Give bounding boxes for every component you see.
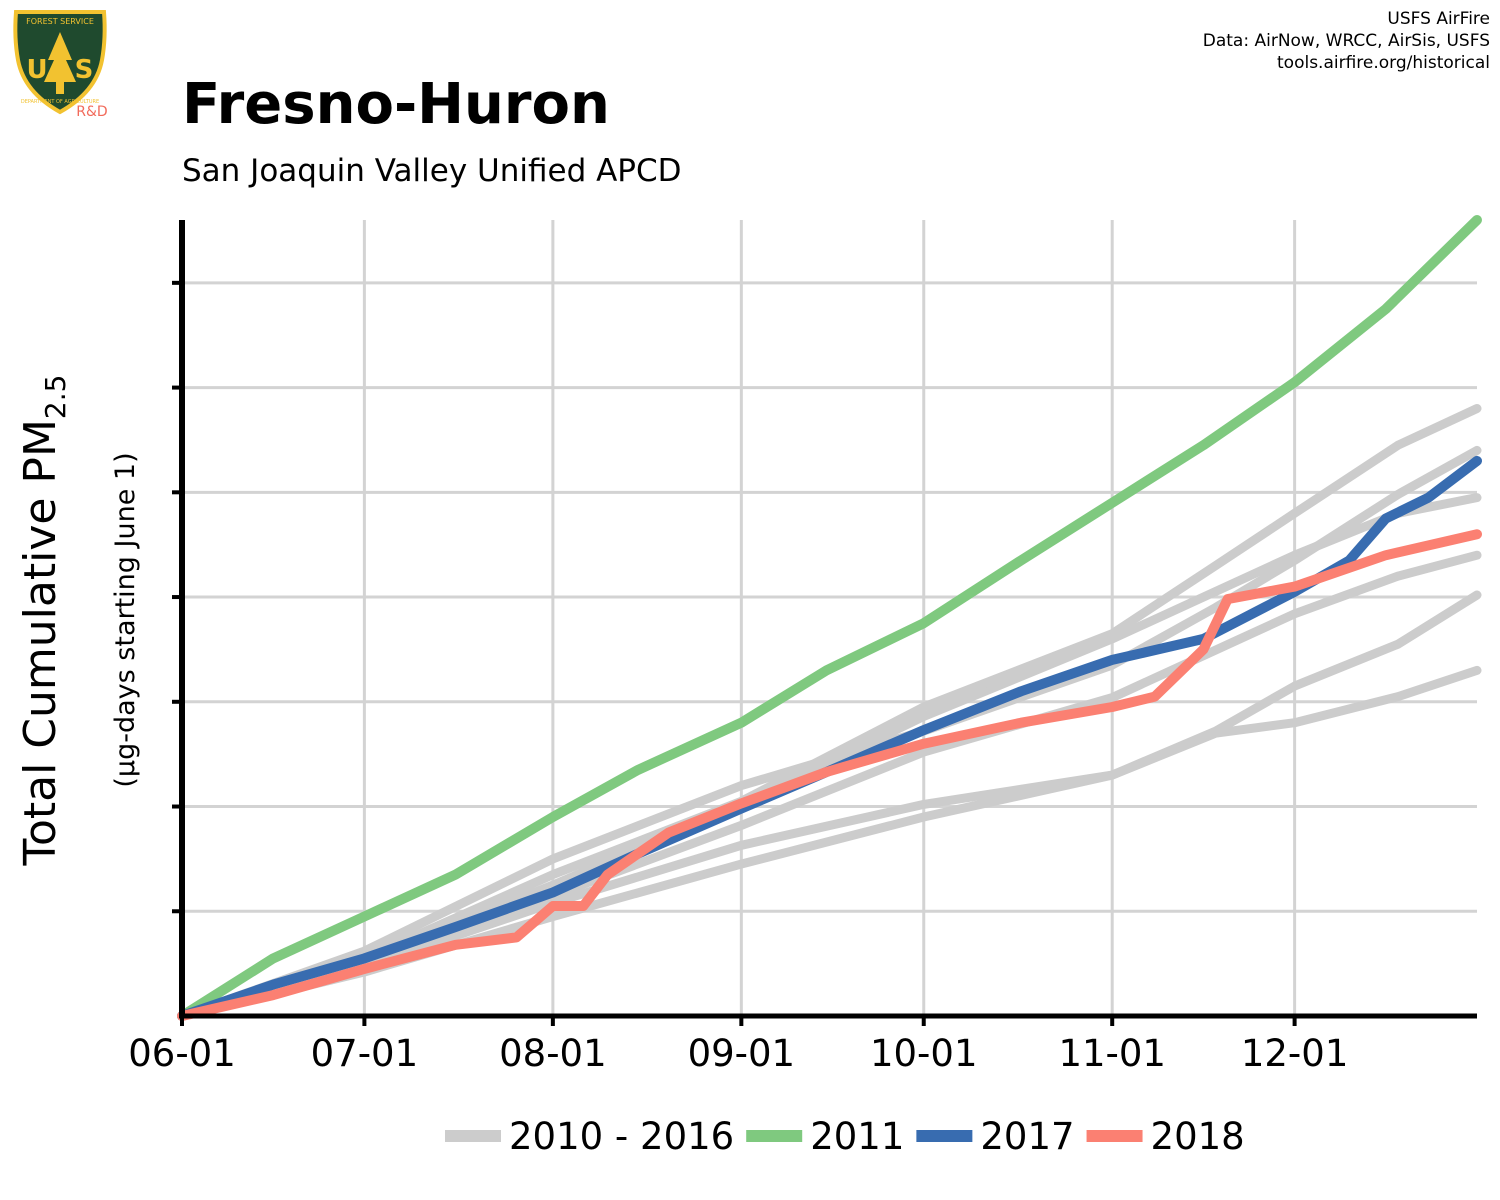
series-line-2017 — [177, 455, 1482, 1021]
x-tick-label: 08-01 — [499, 1032, 607, 1075]
series-line-history — [177, 404, 1482, 1021]
logo-initials-right: S — [75, 55, 94, 85]
x-tick-label: 10-01 — [870, 1032, 978, 1075]
series-lines — [177, 215, 1482, 1021]
axes — [172, 220, 1477, 1026]
logo-bottom-text: DEPARTMENT OF AGRICULTURE — [21, 99, 99, 105]
chart-subtitle: San Joaquin Valley Unified APCD — [182, 153, 682, 189]
x-tick-label: 09-01 — [688, 1032, 796, 1075]
credit-line: tools.airfire.org/historical — [1277, 53, 1490, 73]
logo-top-text: FOREST SERVICE — [26, 17, 94, 26]
y-axis-title-subscript: 2.5 — [39, 375, 72, 420]
credits: USFS AirFire Data: AirNow, WRCC, AirSis,… — [1203, 8, 1490, 74]
series-line-history — [177, 445, 1482, 1021]
x-tick-label: 11-01 — [1058, 1032, 1166, 1075]
legend-label: 2010 - 2016 — [509, 1115, 734, 1158]
y-axis-subtitle: (μg-days starting June 1) — [110, 452, 141, 787]
series-line-2018 — [177, 529, 1482, 1021]
y-axis-label: Total Cumulative PM2.5 (μg-days starting… — [15, 375, 141, 867]
legend-label: 2011 — [810, 1115, 904, 1158]
chart-title: Fresno-Huron — [182, 72, 610, 137]
x-tick-label: 12-01 — [1241, 1032, 1349, 1075]
legend: 2010 - 2016 2011 2017 2018 — [445, 1115, 1245, 1158]
x-tick-labels: 06-01 07-01 08-01 09-01 10-01 11-01 12-01 — [128, 1032, 1348, 1075]
legend-label: 2018 — [1151, 1115, 1245, 1158]
y-axis-title-text: Total Cumulative PM — [15, 419, 66, 866]
logo-initials-left: U — [26, 55, 47, 85]
usfs-logo: U S FOREST SERVICE DEPARTMENT OF AGRICUL… — [13, 10, 108, 120]
series-line-history — [177, 665, 1482, 1021]
x-tick-label: 07-01 — [311, 1032, 419, 1075]
logo-tag: R&D — [76, 104, 107, 120]
y-axis-title: Total Cumulative PM2.5 — [15, 375, 72, 867]
series-line-2011 — [177, 215, 1482, 1021]
credit-line: Data: AirNow, WRCC, AirSis, USFS — [1202, 31, 1490, 51]
x-tick-label: 06-01 — [128, 1032, 236, 1075]
credit-line: USFS AirFire — [1387, 9, 1490, 29]
tree-icon — [44, 32, 76, 94]
legend-label: 2017 — [980, 1115, 1074, 1158]
